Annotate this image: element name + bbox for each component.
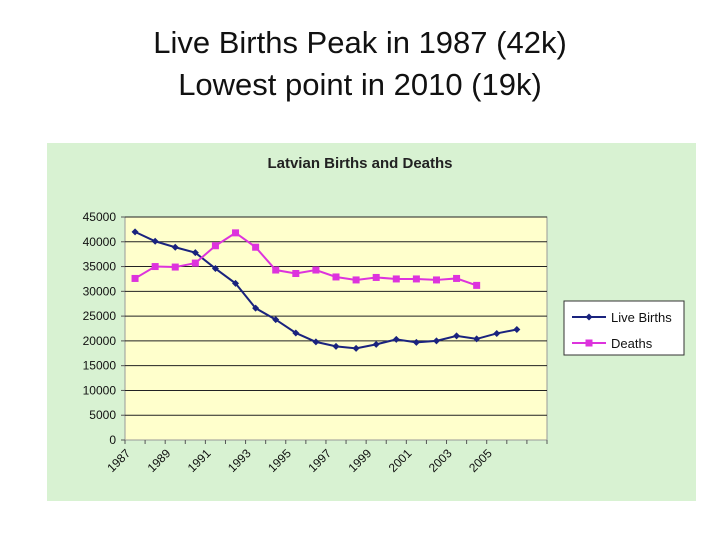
data-point-live-births: [453, 332, 461, 340]
data-point-deaths: [352, 276, 360, 284]
data-point-live-births: [432, 337, 440, 345]
data-point-live-births: [252, 304, 260, 312]
data-point-live-births: [312, 338, 320, 346]
data-point-deaths: [211, 242, 219, 250]
data-point-deaths: [171, 263, 179, 271]
x-tick-label: 1991: [185, 446, 214, 475]
x-tick-label: 1987: [104, 446, 133, 475]
data-point-deaths: [453, 274, 461, 282]
data-point-live-births: [352, 344, 360, 352]
slide-title-line-1: Live Births Peak in 1987 (42k): [153, 25, 567, 60]
data-point-live-births: [412, 338, 420, 346]
data-point-live-births: [171, 243, 179, 251]
series-line-live-births: [134, 230, 518, 350]
data-point-live-births: [292, 329, 300, 337]
x-tick-label: 2005: [466, 446, 495, 475]
data-point-deaths: [332, 273, 340, 281]
slide-title-line-2: Lowest point in 2010 (19k): [178, 67, 542, 102]
legend-marker: [585, 339, 593, 347]
data-point-deaths: [392, 275, 400, 283]
data-point-deaths: [372, 273, 380, 281]
x-tick-label: 1995: [265, 446, 294, 475]
data-point-deaths: [292, 269, 300, 277]
y-tick-label: 35000: [83, 260, 117, 274]
data-point-live-births: [392, 335, 400, 343]
data-point-live-births: [191, 249, 199, 257]
data-point-deaths: [232, 229, 240, 237]
data-point-deaths: [151, 263, 159, 271]
data-point-deaths: [312, 266, 320, 274]
slide-title: Live Births Peak in 1987 (42k) Lowest po…: [0, 22, 720, 106]
data-point-deaths: [412, 275, 420, 283]
y-tick-label: 40000: [83, 235, 117, 249]
x-tick-label: 2003: [426, 446, 455, 475]
data-point-deaths: [191, 259, 199, 267]
y-tick-label: 20000: [83, 334, 117, 348]
x-tick-label: 1997: [305, 446, 334, 475]
x-tick-label: 2001: [386, 446, 415, 475]
x-tick-label: 1989: [145, 446, 174, 475]
data-point-live-births: [372, 340, 380, 348]
data-point-deaths: [473, 281, 481, 289]
legend-box: [563, 300, 685, 356]
y-tick-label: 10000: [83, 383, 117, 397]
y-tick-label: 30000: [83, 284, 117, 298]
data-point-live-births: [151, 237, 159, 245]
y-tick-label: 25000: [83, 309, 117, 323]
legend-label: Live Births: [611, 310, 672, 325]
y-tick-label: 0: [109, 433, 116, 447]
y-tick-label: 5000: [89, 408, 116, 422]
data-point-live-births: [232, 279, 240, 287]
data-point-live-births: [272, 316, 280, 324]
data-point-live-births: [473, 335, 481, 343]
chart-panel: Latvian Births and Deaths 0 5000 10000 1500…: [47, 143, 696, 501]
y-tick-label: 15000: [83, 359, 117, 373]
data-point-deaths: [432, 276, 440, 284]
legend-label: Deaths: [611, 336, 653, 351]
data-point-live-births: [211, 265, 219, 273]
legend-marker: [585, 313, 593, 321]
x-tick-label: 1999: [346, 446, 375, 475]
data-point-live-births: [131, 228, 139, 236]
data-point-deaths: [272, 266, 280, 274]
data-point-deaths: [252, 243, 260, 251]
data-point-live-births: [332, 342, 340, 350]
y-tick-label: 45000: [83, 210, 117, 224]
data-point-deaths: [131, 274, 139, 282]
data-point-live-births: [493, 329, 501, 337]
births-deaths-chart: Latvian Births and Deaths 0 5000 10000 1500…: [83, 155, 685, 475]
x-tick-label: 1993: [225, 446, 254, 475]
chart-title: Latvian Births and Deaths: [267, 155, 452, 172]
data-point-live-births: [513, 325, 521, 333]
